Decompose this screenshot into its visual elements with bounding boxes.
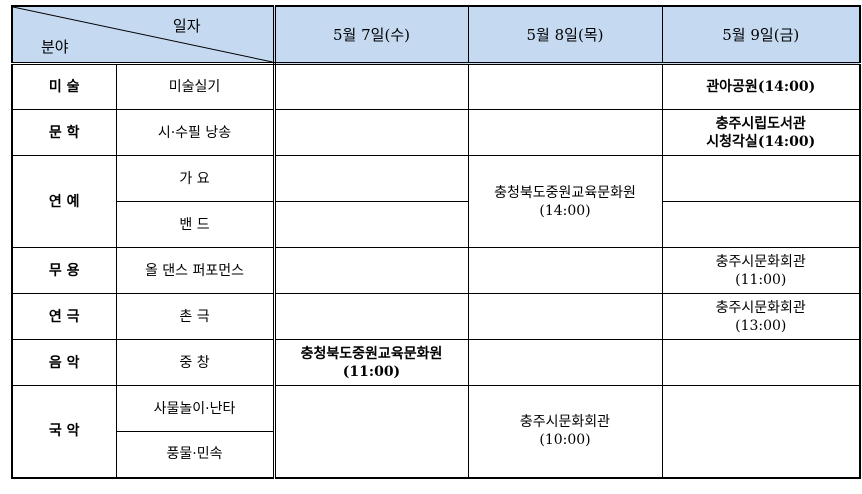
table-row: 무 용 올 댄스 퍼포먼스 충주시문화회관 (11:00) xyxy=(11,247,861,294)
time: (11:00) xyxy=(342,363,401,380)
field-cell: 음 악 xyxy=(11,339,117,386)
table-row: 음 악 중 창 충청북도중원교육문화원 (11:00) xyxy=(11,339,861,386)
subfield-cell: 미술실기 xyxy=(115,63,276,110)
subfield-cell: 풍물·민속 xyxy=(115,431,276,478)
table-row: 연 예 가 요 충청북도중원교육문화원 (14:00) xyxy=(11,155,861,248)
schedule-cell: 충주시문화회관 (10:00) xyxy=(467,385,663,478)
schedule-cell: 충청북도중원교육문화원 (14:00) xyxy=(467,155,663,248)
table-row: 밴 드 xyxy=(12,201,861,248)
schedule-cell xyxy=(273,293,469,340)
diagonal-line xyxy=(13,7,273,62)
venue: 충청북도중원교육문화원 xyxy=(300,345,443,362)
table-row: 풍물·민속 xyxy=(12,431,860,478)
time: (11:00) xyxy=(735,271,787,288)
subfield-cell: 밴 드 xyxy=(115,201,276,248)
schedule-cell xyxy=(661,201,861,248)
date-header: 5월 9일(금) xyxy=(661,5,861,65)
subfield-cell: 시·수필 낭송 xyxy=(115,109,276,156)
time: (10:00) xyxy=(539,432,591,449)
schedule-cell xyxy=(661,339,861,386)
field-cell: 미 술 xyxy=(11,63,117,110)
venue: 충청북도중원교육문화원 xyxy=(494,184,636,201)
table-row: 연 극 촌 극 충주시문화회관 (13:00) xyxy=(11,293,861,340)
field-cell: 문 학 xyxy=(11,109,117,156)
table-row: 미 술 미술실기 관아공원(14:00) xyxy=(11,63,861,110)
schedule-cell xyxy=(273,201,469,248)
schedule-cell xyxy=(273,109,469,156)
schedule-cell xyxy=(661,155,861,202)
date-header: 5월 8일(목) xyxy=(467,5,663,65)
subfield-cell: 촌 극 xyxy=(115,293,276,340)
schedule-table: 일자 분야 5월 7일(수) 5월 8일(목) 5월 9일(금) 미 술 미술실… xyxy=(11,5,861,479)
corner-header: 일자 분야 xyxy=(11,5,276,65)
field-cell: 연 예 xyxy=(11,155,117,248)
schedule-cell xyxy=(467,293,663,340)
subfield-cell: 사물놀이·난타 xyxy=(115,385,276,432)
subfield-cell: 올 댄스 퍼포먼스 xyxy=(115,247,276,294)
schedule-cell xyxy=(467,63,663,110)
table-row: 국 악 사물놀이·난타 충주시문화회관 (10:00) xyxy=(11,385,861,478)
venue: 충주시문화회관 xyxy=(715,253,806,270)
schedule-cell xyxy=(661,385,861,478)
table-row: 문 학 시·수필 낭송 충주시립도서관 시청각실(14:00) xyxy=(11,109,861,156)
schedule-cell xyxy=(273,247,469,294)
subfield-cell: 가 요 xyxy=(115,155,276,202)
schedule-cell xyxy=(467,109,663,156)
date-label: 일자 xyxy=(172,17,201,35)
field-cell: 연 극 xyxy=(11,293,117,340)
venue: 충주시립도서관 xyxy=(715,115,806,132)
field-cell: 무 용 xyxy=(11,247,117,294)
schedule-cell: 관아공원(14:00) xyxy=(661,63,861,110)
schedule-cell: 충주시립도서관 시청각실(14:00) xyxy=(661,109,861,156)
field-cell: 국 악 xyxy=(11,385,117,478)
schedule-cell xyxy=(467,247,663,294)
field-label: 분야 xyxy=(41,38,69,56)
schedule-cell xyxy=(467,339,663,386)
schedule-cell xyxy=(273,155,469,202)
time: 시청각실(14:00) xyxy=(706,133,816,150)
schedule-cell: 충주시문화회관 (13:00) xyxy=(661,293,861,340)
venue: 충주시문화회관 xyxy=(519,414,611,431)
time: (13:00) xyxy=(735,317,787,334)
schedule-cell: 충청북도중원교육문화원 (11:00) xyxy=(273,339,469,386)
schedule-cell xyxy=(273,63,469,110)
schedule-cell: 충주시문화회관 (11:00) xyxy=(661,247,861,294)
schedule-cell xyxy=(273,385,469,478)
header-row: 일자 분야 5월 7일(수) 5월 8일(목) 5월 9일(금) xyxy=(11,5,861,65)
date-header: 5월 7일(수) xyxy=(273,5,469,65)
time: (14:00) xyxy=(539,202,591,219)
venue: 충주시문화회관 xyxy=(715,299,806,316)
subfield-cell: 중 창 xyxy=(115,339,276,386)
